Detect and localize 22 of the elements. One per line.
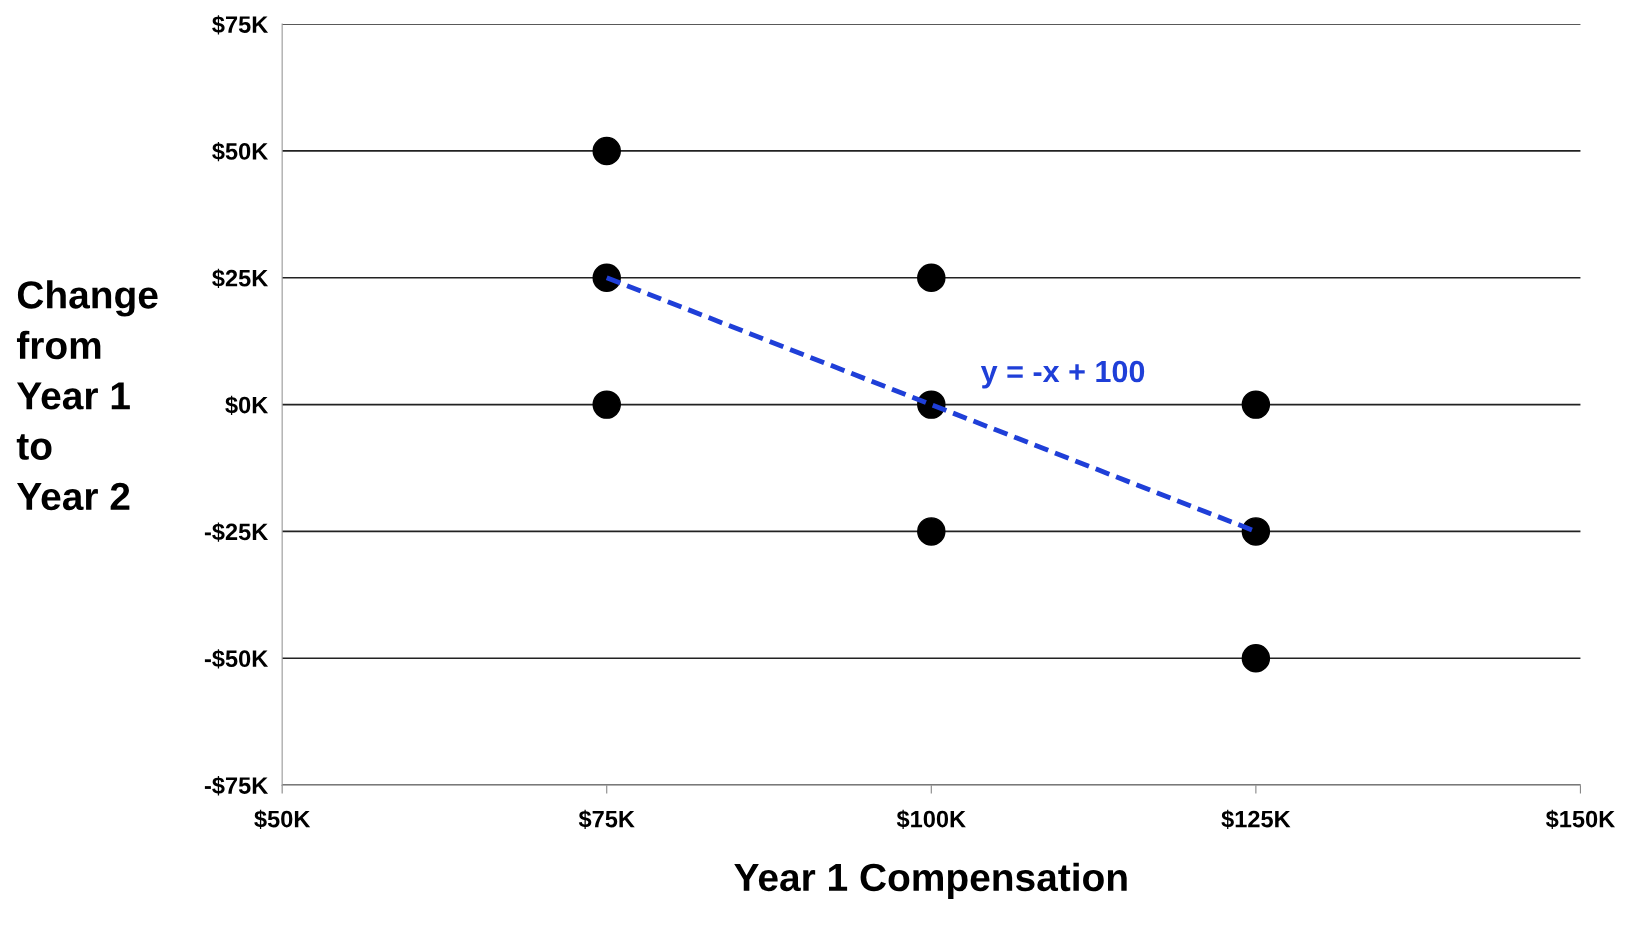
point xyxy=(592,390,621,419)
y-tick-label: $0K xyxy=(225,395,269,415)
y-tick-label: -$75K xyxy=(204,776,269,796)
point xyxy=(592,136,621,166)
y-tick-label: $25K xyxy=(212,268,269,289)
x-tick-label: $50K xyxy=(254,809,311,829)
y-tick-label: $75K xyxy=(212,15,269,35)
x-tick-label: $75K xyxy=(578,809,635,829)
y-tick-label: $50K xyxy=(212,141,269,162)
y-axis-title: Change from Year 1 to Year 2 xyxy=(16,280,158,511)
x-tick-label: $100K xyxy=(896,809,966,829)
point xyxy=(1241,644,1271,673)
y-tick-label: -$25K xyxy=(204,522,269,542)
x-tick-label: $125K xyxy=(1221,809,1291,829)
point xyxy=(917,263,946,293)
point xyxy=(1241,517,1271,546)
annotation: y = -x + 100 xyxy=(980,360,1145,389)
y-tick-label: -$50K xyxy=(204,649,269,669)
point xyxy=(1241,390,1271,419)
x-axis-title: Year 1 Compensation xyxy=(734,862,1127,899)
point xyxy=(917,517,946,546)
x-tick-label: $150K xyxy=(1545,809,1616,829)
